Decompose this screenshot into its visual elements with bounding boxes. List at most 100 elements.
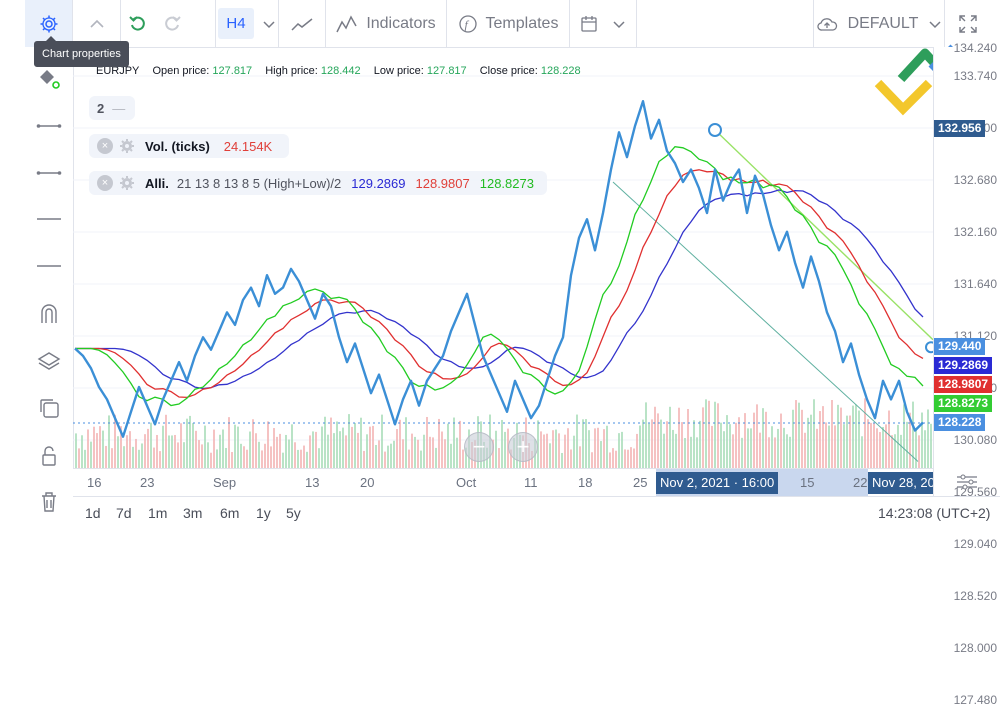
close-label: Close price:	[479, 65, 538, 77]
volume-bar	[813, 399, 815, 468]
trend-line-tool[interactable]	[25, 111, 73, 141]
volume-bar	[876, 428, 878, 468]
collapse-button[interactable]	[73, 0, 120, 47]
volume-bar	[735, 422, 737, 468]
price-chart[interactable]	[73, 47, 933, 468]
volume-bar	[723, 431, 725, 468]
redo-button[interactable]	[155, 0, 189, 47]
interval-selector[interactable]: H4	[216, 0, 278, 47]
volume-bar	[903, 404, 905, 468]
minus-icon: —	[112, 100, 126, 116]
volume-bar	[714, 401, 716, 468]
horizontal-line-tool[interactable]	[25, 204, 73, 234]
volume-bar	[144, 434, 146, 468]
volume-bar	[453, 417, 455, 468]
crosshair-handle	[925, 341, 933, 354]
zoom-out-button[interactable]: −	[464, 432, 494, 462]
volume-bar	[504, 431, 506, 468]
volume-bar	[699, 420, 701, 468]
gear-icon[interactable]	[119, 175, 135, 191]
volume-bar	[105, 445, 107, 468]
volume-study-legend[interactable]: × Vol. (ticks) 24.154K	[89, 134, 289, 158]
range-6m-button[interactable]: 6m	[220, 505, 240, 521]
fullscreen-button[interactable]	[945, 0, 990, 47]
layers-tool[interactable]	[25, 346, 73, 376]
range-3m-button[interactable]: 3m	[183, 505, 203, 521]
chart-pane[interactable]: EURJPY Open price: 127.817 High price: 1…	[73, 44, 956, 496]
volume-bar	[537, 420, 539, 468]
volume-bar	[915, 428, 917, 468]
volume-bar	[420, 450, 422, 468]
date-range-button[interactable]	[570, 0, 636, 47]
volume-bar	[765, 411, 767, 468]
color-tool[interactable]	[25, 65, 73, 95]
volume-bar	[375, 444, 377, 468]
volume-bar	[909, 412, 911, 468]
volume-bar	[312, 431, 314, 468]
volume-bar	[888, 410, 890, 468]
volume-bar	[237, 426, 239, 468]
clone-tool[interactable]	[25, 393, 73, 423]
volume-bar	[831, 400, 833, 468]
volume-bar	[390, 443, 392, 468]
volume-bar	[621, 431, 623, 468]
range-1y-button[interactable]: 1y	[256, 505, 271, 521]
volume-bar	[264, 443, 266, 468]
volume-bar	[327, 434, 329, 468]
axis-settings-icon[interactable]	[956, 474, 978, 490]
range-7d-button[interactable]: 7d	[116, 505, 132, 521]
zoom-in-button[interactable]: +	[508, 432, 538, 462]
remove-study-icon[interactable]: ×	[97, 175, 113, 191]
ray-tool[interactable]	[25, 158, 73, 188]
price-axis[interactable]: 133.740133.200132.680132.160131.640131.1…	[933, 41, 1000, 707]
volume-bar	[378, 440, 380, 468]
volume-bar	[570, 449, 572, 468]
volume-bar	[240, 443, 242, 468]
volume-bar	[108, 415, 110, 468]
layout-selector[interactable]: DEFAULT	[814, 0, 944, 47]
volume-bar	[897, 424, 899, 468]
lock-tool[interactable]	[25, 441, 73, 471]
chart-type-button[interactable]	[279, 0, 325, 47]
volume-bar	[900, 434, 902, 468]
volume-bar	[459, 420, 461, 468]
volume-bar	[216, 449, 218, 468]
volume-bar	[576, 414, 578, 468]
extended-line-tool[interactable]	[25, 251, 73, 281]
volume-bar	[738, 417, 740, 468]
volume-bar	[720, 422, 722, 468]
volume-bar	[462, 449, 464, 468]
indicators-button[interactable]: Indicators	[326, 0, 446, 47]
remove-study-icon[interactable]: ×	[97, 138, 113, 154]
chevron-down-icon	[613, 20, 625, 28]
volume-bar	[684, 437, 686, 468]
volume-bar	[198, 440, 200, 468]
ray-icon	[36, 171, 62, 175]
range-1m-button[interactable]: 1m	[148, 505, 168, 521]
clock-timezone[interactable]: 14:23:08 (UTC+2)	[878, 505, 991, 521]
range-5y-button[interactable]: 5y	[286, 505, 301, 521]
price-tick: 133.740	[953, 69, 997, 83]
gear-icon[interactable]	[119, 138, 135, 154]
delete-tool[interactable]	[25, 487, 73, 517]
time-axis[interactable]: 16 23 Sep 13 20 Oct 11 18 25 15 22 Nov 2…	[73, 468, 933, 497]
magnet-tool[interactable]	[25, 299, 73, 329]
volume-bar	[690, 436, 692, 468]
volume-bar	[606, 425, 608, 468]
crosshair-price-tag: 129.440	[934, 338, 986, 355]
volume-bar	[168, 435, 170, 468]
cloud-icon	[816, 17, 837, 31]
trendline-handle	[708, 123, 722, 137]
volume-bar	[729, 424, 731, 468]
horizontal-line-icon	[37, 265, 61, 267]
pane-toggle[interactable]: 2 —	[89, 96, 135, 120]
alligator-study-legend[interactable]: × Alli. 21 13 8 13 8 5 (High+Low)/2 129.…	[89, 171, 547, 195]
drawing-toolbar	[25, 47, 74, 531]
volume-bar	[786, 434, 788, 468]
volume-bar	[624, 449, 626, 468]
range-1d-button[interactable]: 1d	[85, 505, 101, 521]
volume-bar	[147, 428, 149, 468]
volume-bar	[753, 412, 755, 468]
undo-button[interactable]	[121, 0, 155, 47]
templates-button[interactable]: f Templates	[447, 0, 569, 47]
